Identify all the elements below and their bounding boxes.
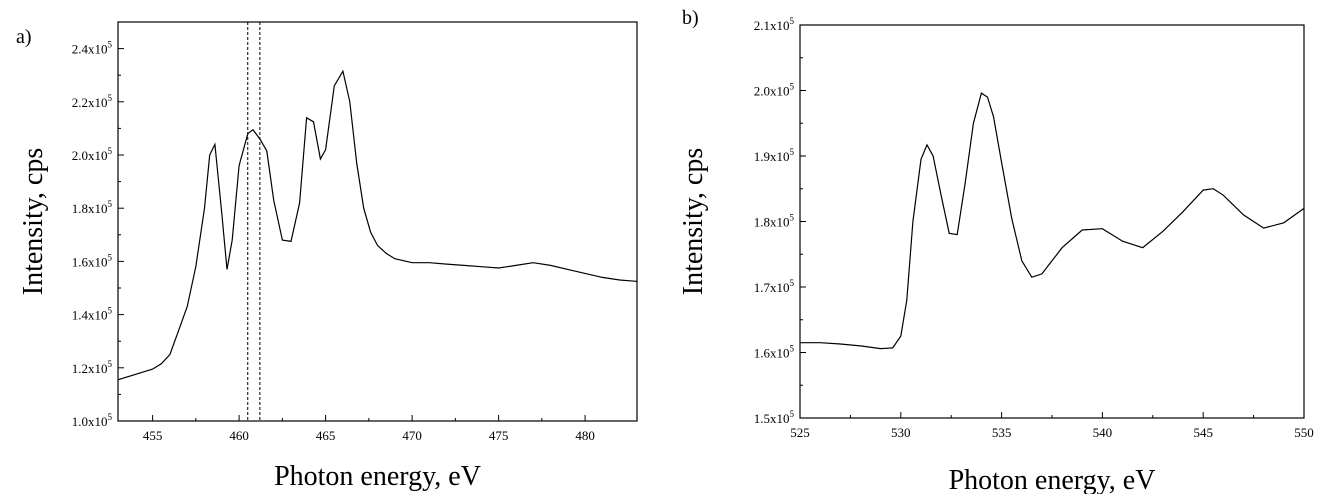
y-tick-label: 2.0x105 (754, 82, 795, 99)
x-tick-label: 480 (575, 428, 595, 443)
y-tick-label: 2.4x105 (72, 40, 113, 57)
y-tick-label: 2.1x105 (754, 16, 795, 33)
y-tick-label: 1.0x105 (72, 412, 113, 429)
y-tick-label: 1.5x105 (754, 409, 795, 426)
y-axis-title: Intensity, cps (18, 148, 49, 296)
chart-panel-b: b) 525 530 535 540 545 550 1.5x105 1.6x105 1.7x10… (678, 7, 1314, 494)
chart-panel-a: a) 455 460 465 470 475 480 1.0x105 1.2x105 1.4x10… (16, 21, 638, 492)
panel-label: b) (682, 7, 699, 29)
spectrum-line (800, 92, 1305, 350)
x-tick-label: 540 (1093, 425, 1113, 440)
x-tick-label: 460 (229, 428, 249, 443)
x-tick-label: 455 (143, 428, 163, 443)
y-tick-label: 2.2x105 (72, 93, 113, 110)
y-tick-label: 1.8x105 (754, 213, 795, 230)
y-tick-label: 1.8x105 (72, 199, 113, 216)
y-tick-label: 1.2x105 (72, 359, 113, 376)
x-tick-label: 535 (992, 425, 1012, 440)
y-tick-label: 1.4x105 (72, 306, 113, 323)
spectrum-line (117, 69, 638, 381)
y-axis-title: Intensity, cps (678, 148, 709, 296)
x-tick-label: 530 (891, 425, 911, 440)
y-tick-label: 1.9x105 (754, 147, 795, 164)
x-tick-label: 470 (402, 428, 422, 443)
x-tick-label: 525 (790, 425, 810, 440)
y-tick-label: 1.6x105 (754, 344, 795, 361)
x-tick-label: 465 (316, 428, 336, 443)
y-tick-label: 1.7x105 (754, 278, 795, 295)
y-tick-label: 2.0x105 (72, 146, 113, 163)
x-tick-label: 475 (489, 428, 509, 443)
x-axis-title: Photon energy, eV (274, 461, 481, 492)
x-axis-title: Photon energy, eV (949, 465, 1156, 494)
plot-frame (117, 21, 638, 422)
x-tick-label: 545 (1193, 425, 1213, 440)
y-tick-label: 1.6x105 (72, 252, 113, 269)
panel-label: a) (16, 26, 32, 48)
plot-frame (799, 24, 1305, 419)
x-tick-label: 550 (1294, 425, 1314, 440)
